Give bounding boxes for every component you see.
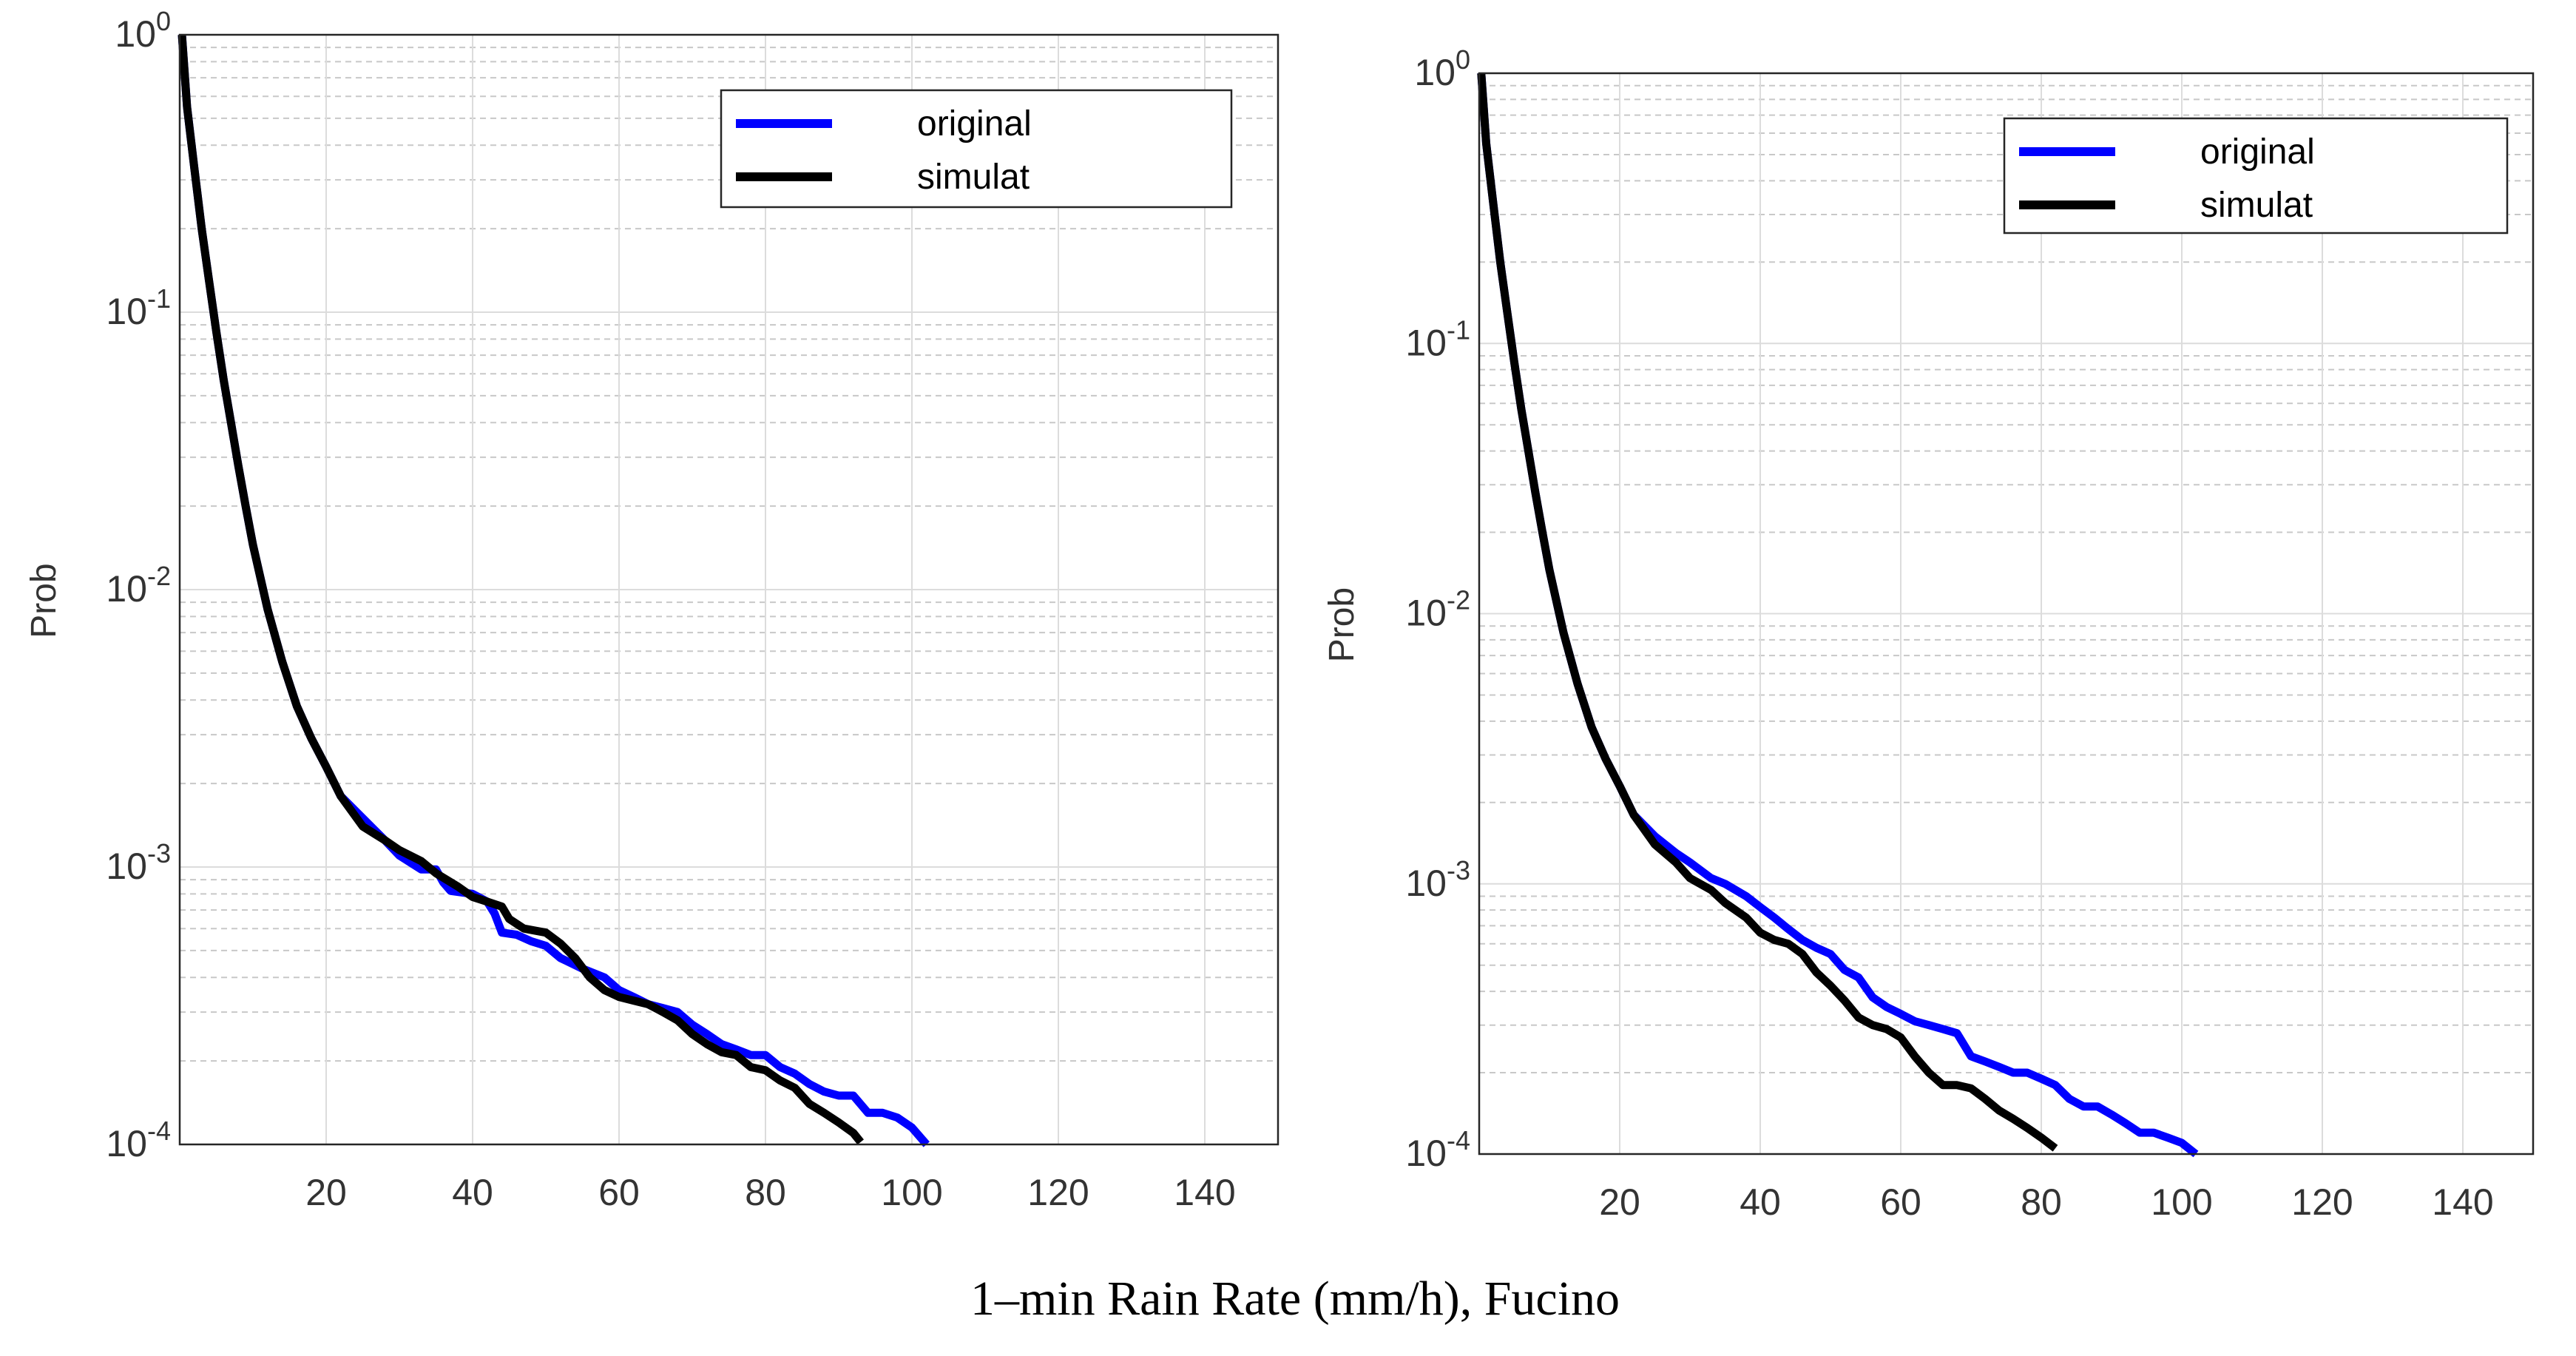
legend: original simulat: [720, 89, 1233, 209]
y-tick-label: 10-3: [106, 838, 171, 887]
y-tick-label: 100: [115, 6, 171, 55]
x-tick-label: 60: [1880, 1181, 1921, 1223]
y-tick-label: 10-3: [1405, 855, 1470, 904]
legend-label-simulat: simulat: [917, 158, 1030, 197]
y-tick-label: 10-2: [1405, 585, 1470, 634]
figure-caption: 1–min Rain Rate (mm/h), Fucino: [970, 1272, 1620, 1326]
legend-box: [720, 89, 1233, 209]
y-tick-label: 10-4: [106, 1116, 171, 1164]
legend-label-simulat: simulat: [2200, 186, 2313, 225]
x-tick-label: 140: [1174, 1172, 1235, 1213]
series-line-simulat: [1477, 72, 2058, 1152]
x-tick-label: 80: [745, 1172, 786, 1213]
x-tick-label: 40: [1740, 1181, 1781, 1223]
y-tick-label: 10-4: [1405, 1125, 1470, 1174]
axes-frame: [1478, 72, 2535, 1156]
x-tick-label: 120: [1027, 1172, 1089, 1213]
x-tick-label: 100: [2151, 1181, 2212, 1223]
legend: original simulat: [2003, 117, 2509, 235]
legend-label-original: original: [2200, 132, 2315, 172]
x-tick-label: 120: [2291, 1181, 2353, 1223]
y-axis-label: Prob: [1322, 587, 1362, 662]
y-axis-label: Prob: [24, 563, 64, 638]
legend-label-original: original: [917, 104, 1032, 144]
y-tick-label: 10-1: [1405, 314, 1470, 363]
x-tick-label: 100: [881, 1172, 942, 1213]
x-tick-label: 80: [2021, 1181, 2062, 1223]
y-tick-label: 10-1: [106, 283, 171, 332]
left-chart-panel: 20 40 60 80 100 120 140 100 10-1 10-2 10-3 10-4 Prob…: [24, 6, 1279, 1213]
y-tick-label: 100: [1414, 44, 1470, 93]
x-tick-label: 20: [305, 1172, 347, 1213]
series-line-simulat: [178, 34, 864, 1145]
x-tick-label: 140: [2432, 1181, 2493, 1223]
grid: [1479, 72, 2533, 1155]
legend-box: [2003, 117, 2509, 235]
x-tick-label: 60: [598, 1172, 640, 1213]
y-tick-label: 10-2: [106, 561, 171, 610]
x-tick-label: 40: [452, 1172, 493, 1213]
right-chart-panel: 20 40 60 80 100 120 140 100 10-1 10-2 10-3 10-4 Prob…: [1322, 44, 2535, 1223]
x-tick-label: 20: [1599, 1181, 1640, 1223]
axes-frame: [178, 33, 1279, 1146]
